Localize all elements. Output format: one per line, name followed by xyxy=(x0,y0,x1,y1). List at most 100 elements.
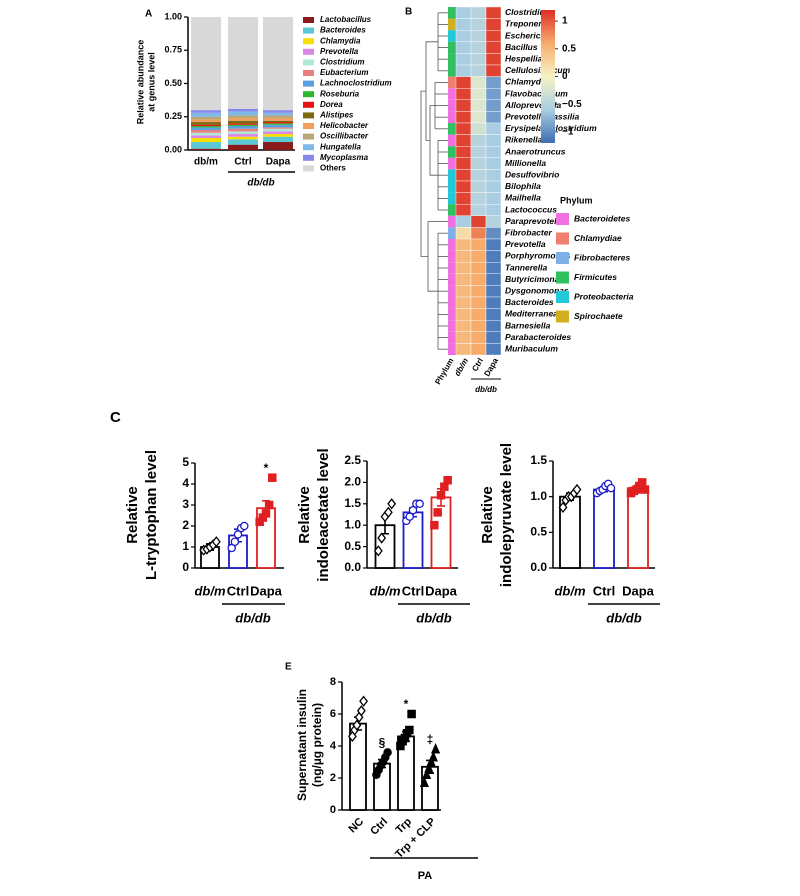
column-label: Dapa xyxy=(482,356,500,378)
data-point xyxy=(240,521,249,531)
dendrogram xyxy=(420,90,428,257)
bar-segment xyxy=(191,17,221,111)
bar-segment xyxy=(263,127,293,129)
heatmap-cell xyxy=(470,227,487,240)
legend-label: Dorea xyxy=(320,100,343,109)
heatmap-cell xyxy=(455,134,472,147)
heatmap-cell xyxy=(485,169,502,182)
y-axis-label: Relative xyxy=(124,486,141,544)
heatmap-cell xyxy=(470,169,487,182)
legend-label: Alistipes xyxy=(319,111,354,120)
group-label: PA xyxy=(418,870,433,882)
heatmap-cell xyxy=(485,18,502,31)
phylum-cell xyxy=(448,169,456,181)
phylum-cell xyxy=(448,76,456,89)
heatmap-cell xyxy=(485,41,502,54)
heatmap-cell xyxy=(485,343,502,356)
x-tick-label: Ctrl xyxy=(368,816,390,838)
legend-swatch xyxy=(303,123,314,129)
phylum-cell xyxy=(448,65,456,77)
legend-swatch xyxy=(303,101,314,108)
heatmap-cell xyxy=(485,273,502,286)
phylum-cell xyxy=(448,157,456,170)
y-tick-label: 0 xyxy=(330,804,336,816)
bar-segment xyxy=(228,128,258,132)
column-label: Phylum xyxy=(433,357,455,387)
y-tick-label: 2 xyxy=(182,518,189,532)
data-point xyxy=(426,755,436,767)
phylum-cell xyxy=(448,30,456,42)
heatmap-cell xyxy=(455,41,472,54)
y-tick-label: 1.0 xyxy=(344,517,361,531)
heatmap-cell xyxy=(470,180,487,193)
y-axis-label: L-tryptophan level xyxy=(143,450,160,580)
column-label: Ctrl xyxy=(470,357,485,373)
phylum-cell xyxy=(448,308,456,321)
heatmap-cell xyxy=(455,273,472,286)
y-axis-label: Relative xyxy=(296,486,313,544)
heatmap-cell xyxy=(455,53,472,66)
color-bar-label: −0.5 xyxy=(562,99,582,110)
bar-segment xyxy=(191,135,221,139)
heatmap-cell xyxy=(455,145,472,158)
data-point xyxy=(558,501,568,514)
y-tick-label: 1.5 xyxy=(344,496,361,510)
phylum-cell xyxy=(448,297,456,309)
data-point xyxy=(436,490,446,500)
y-tick-label: 8 xyxy=(330,676,336,688)
heatmap-cell xyxy=(455,285,472,298)
x-tick-label: Ctrl xyxy=(593,583,615,598)
bar-segment xyxy=(228,120,258,124)
heatmap-cell xyxy=(455,99,472,112)
heatmap-cell xyxy=(455,111,472,124)
row-label: Cellulosilyticum xyxy=(505,65,571,75)
data-point xyxy=(377,532,387,544)
data-point xyxy=(383,748,392,757)
heatmap-cell xyxy=(455,192,472,205)
data-point xyxy=(261,509,271,518)
heatmap-cell xyxy=(470,41,487,54)
panel-label: B xyxy=(405,7,412,18)
heatmap-cell xyxy=(485,320,502,333)
y-tick-label: 0.0 xyxy=(530,560,547,574)
heatmap-cell xyxy=(470,99,487,112)
heatmap-cell xyxy=(470,308,487,321)
legend-swatch xyxy=(303,48,314,55)
color-bar-label: 0.5 xyxy=(562,43,576,54)
bar-segment xyxy=(228,123,258,125)
row-label: Chlamydia xyxy=(505,77,548,87)
bar-segment xyxy=(228,115,258,119)
bar-segment xyxy=(263,115,293,119)
legend-label: Oscillibacter xyxy=(320,132,369,141)
heatmap-cell xyxy=(485,192,502,205)
data-point xyxy=(422,768,432,780)
x-tick-label: Ctrl xyxy=(227,583,249,598)
bar-segment xyxy=(263,131,293,135)
row-label: Bacteroides xyxy=(505,297,554,307)
group-label: db/db xyxy=(475,385,497,394)
panel-label: C xyxy=(110,409,121,426)
x-tick-label: NC xyxy=(346,816,366,836)
heatmap-cell xyxy=(470,192,487,205)
data-point xyxy=(415,499,424,509)
heatmap-cell xyxy=(455,320,472,333)
heatmap-cell xyxy=(485,122,502,135)
bar-segment xyxy=(191,127,221,131)
x-tick-label: Dapa xyxy=(622,583,655,598)
legend-label: Roseburia xyxy=(320,89,360,98)
phylum-cell xyxy=(448,123,456,135)
heatmap-cell xyxy=(470,134,487,147)
bar-segment xyxy=(263,142,293,150)
data-point xyxy=(419,776,429,788)
legend-label: Prevotella xyxy=(320,47,359,56)
color-bar-label: 1 xyxy=(562,16,568,27)
phylum-cell xyxy=(448,331,456,344)
bar-segment xyxy=(228,136,258,140)
legend-swatch xyxy=(303,133,314,140)
y-tick-label: 2 xyxy=(330,772,336,784)
legend-swatch xyxy=(556,213,569,225)
heatmap-cell xyxy=(455,157,472,170)
legend-swatch xyxy=(556,271,569,284)
bar-segment xyxy=(191,138,221,143)
